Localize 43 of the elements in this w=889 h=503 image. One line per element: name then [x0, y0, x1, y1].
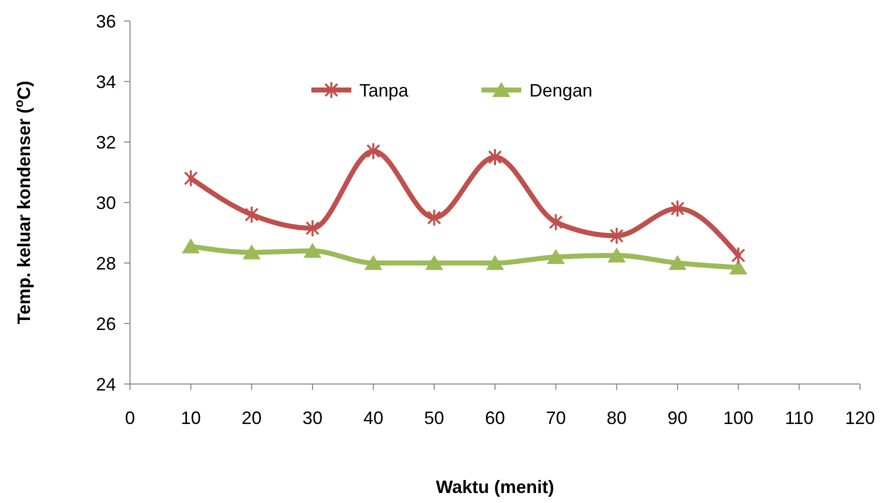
- point: [488, 148, 502, 166]
- x-axis-title: Waktu (menit): [436, 477, 554, 497]
- y-tick-label: 32: [96, 132, 116, 152]
- y-tick-label: 24: [96, 374, 116, 394]
- legend-label: Tanpa: [359, 80, 410, 100]
- x-tick-label: 110: [784, 408, 814, 428]
- point: [182, 238, 200, 254]
- y-tick-label: 34: [96, 72, 116, 92]
- point: [546, 248, 565, 264]
- point: [244, 206, 259, 224]
- x-tick-label: 100: [723, 408, 754, 428]
- point: [184, 169, 198, 188]
- y-tick-label: 30: [96, 192, 116, 213]
- point: [242, 244, 261, 260]
- x-tick-label: 90: [667, 408, 688, 428]
- point: [486, 255, 504, 270]
- point: [670, 200, 684, 218]
- x-tick-label: 20: [242, 408, 262, 428]
- point: [427, 208, 442, 227]
- point: [364, 255, 382, 270]
- y-tick-label: 28: [96, 253, 116, 274]
- point: [668, 255, 686, 270]
- point: [731, 246, 746, 264]
- x-tick-label: 80: [606, 408, 627, 428]
- point: [366, 142, 380, 160]
- point: [304, 242, 322, 258]
- point: [608, 247, 626, 262]
- point: [610, 226, 624, 245]
- y-tick-label: 26: [96, 314, 116, 334]
- x-tick-label: 40: [363, 408, 384, 428]
- x-tick-label: 50: [424, 408, 444, 428]
- y-tick-label: 36: [96, 11, 116, 32]
- x-tick-label: 60: [484, 408, 506, 428]
- x-tick-label: 0: [124, 408, 136, 428]
- point: [548, 213, 563, 232]
- x-tick-label: 10: [180, 408, 201, 428]
- x-tick-label: 70: [546, 408, 566, 428]
- legend-label: Dengan: [529, 80, 592, 100]
- x-tick-label: 120: [844, 408, 876, 428]
- x-tick-label: 30: [302, 408, 323, 428]
- point: [729, 260, 748, 275]
- point: [425, 255, 444, 270]
- point: [306, 219, 320, 238]
